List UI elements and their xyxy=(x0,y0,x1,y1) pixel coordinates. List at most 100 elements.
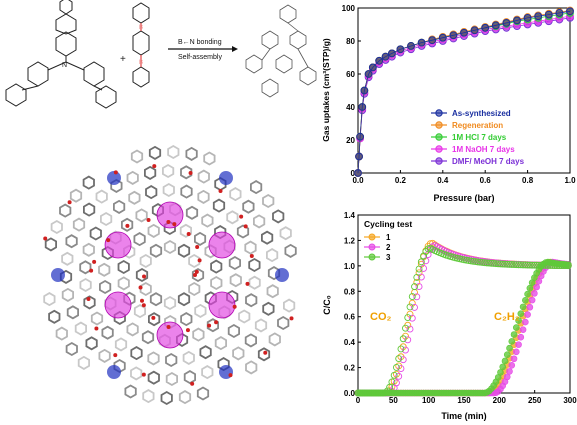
x-tick-label: 0.4 xyxy=(437,176,449,185)
data-point xyxy=(460,28,468,37)
co2-point xyxy=(392,379,400,387)
y-tick-label: 0.0 xyxy=(344,389,356,398)
data-point xyxy=(388,49,396,58)
ring xyxy=(179,223,193,238)
ring xyxy=(142,389,155,404)
c2h2-point xyxy=(506,368,513,375)
data-point xyxy=(491,21,500,30)
ring xyxy=(59,203,72,218)
ring xyxy=(98,262,111,277)
plot-frame xyxy=(357,7,571,174)
ring xyxy=(232,346,245,361)
x-tick-label: 250 xyxy=(528,396,542,405)
oxygen-atom xyxy=(141,372,146,377)
ring xyxy=(206,318,220,333)
ring xyxy=(99,279,112,295)
ring xyxy=(249,180,263,195)
ring xyxy=(203,151,216,166)
x-tick-label: 150 xyxy=(457,396,471,405)
ring xyxy=(183,370,197,385)
y-tick-label: 80 xyxy=(346,37,355,46)
c2h2-point xyxy=(565,261,572,268)
co2-point xyxy=(411,303,418,311)
y-tick-label: 0.4 xyxy=(344,338,356,347)
ring xyxy=(180,165,193,180)
co2-point xyxy=(413,278,421,286)
x-tick-label: 300 xyxy=(563,396,577,405)
legend-label: As-synthesized xyxy=(452,109,511,118)
ring xyxy=(229,187,242,202)
ring xyxy=(238,309,251,324)
co2-point xyxy=(485,259,493,267)
ring xyxy=(245,293,258,308)
cage-highlight xyxy=(104,231,132,259)
c2h2-point xyxy=(515,317,522,324)
y-tick-label: 40 xyxy=(346,103,355,112)
hexagonal-framework xyxy=(43,144,297,406)
ring xyxy=(130,346,143,361)
data-point xyxy=(502,18,511,27)
ring xyxy=(95,189,108,204)
co2-point xyxy=(476,258,484,266)
co2-point xyxy=(508,261,516,268)
co2-point xyxy=(413,293,421,301)
co2-point xyxy=(521,261,529,269)
oxygen-atom xyxy=(125,223,130,228)
x-tick-label: 0 xyxy=(356,396,361,405)
oxygen-atom xyxy=(207,323,212,328)
ring xyxy=(144,165,157,180)
ring xyxy=(44,237,57,252)
data-point xyxy=(534,12,543,21)
legend-marker xyxy=(435,121,443,129)
c2h2-point xyxy=(510,355,518,363)
c2h2-point xyxy=(526,284,534,292)
co2-point xyxy=(417,273,425,281)
oxygen-atom xyxy=(193,273,197,277)
ring xyxy=(165,371,179,387)
ring xyxy=(185,146,198,161)
co2-point xyxy=(402,346,409,354)
co2-point xyxy=(411,283,418,291)
co2-point xyxy=(408,293,416,300)
ring xyxy=(113,199,126,214)
node-highlight xyxy=(107,364,121,379)
reaction-scheme: N + B B B←N bonding Self-assembly xyxy=(5,0,317,109)
data-point xyxy=(566,7,574,16)
ring xyxy=(121,217,134,232)
oxygen-atom xyxy=(89,268,94,273)
co2-point xyxy=(472,258,480,266)
co2-point xyxy=(528,261,536,269)
ring xyxy=(126,322,139,337)
ring xyxy=(147,370,160,385)
ring xyxy=(98,348,111,363)
co2-point xyxy=(420,264,428,272)
node-highlight xyxy=(275,268,289,282)
c2h2-point xyxy=(510,331,518,338)
data-point xyxy=(355,152,363,161)
co2-point xyxy=(512,261,520,269)
ring xyxy=(193,231,207,246)
ring xyxy=(192,327,205,342)
ring xyxy=(266,284,279,299)
ring xyxy=(43,292,56,307)
node-highlight xyxy=(219,171,233,186)
co2-point xyxy=(408,299,416,307)
oxygen-atom xyxy=(228,373,233,378)
data-point xyxy=(513,16,521,25)
diboronate-linker xyxy=(132,2,150,88)
central-n-atom: N xyxy=(62,62,67,69)
x-axis-label: Time (min) xyxy=(441,411,486,421)
ring xyxy=(100,211,113,227)
cage-highlight xyxy=(208,291,236,319)
ring xyxy=(212,198,226,213)
ring xyxy=(248,275,261,290)
data-point xyxy=(523,14,532,22)
co2-point xyxy=(408,314,416,322)
ring xyxy=(133,232,146,247)
co2-point xyxy=(481,259,489,267)
data-point xyxy=(360,86,369,95)
legend-marker xyxy=(368,253,376,261)
legend-label: 3 xyxy=(386,253,391,262)
ring xyxy=(228,255,242,271)
oxygen-atom xyxy=(218,189,223,194)
